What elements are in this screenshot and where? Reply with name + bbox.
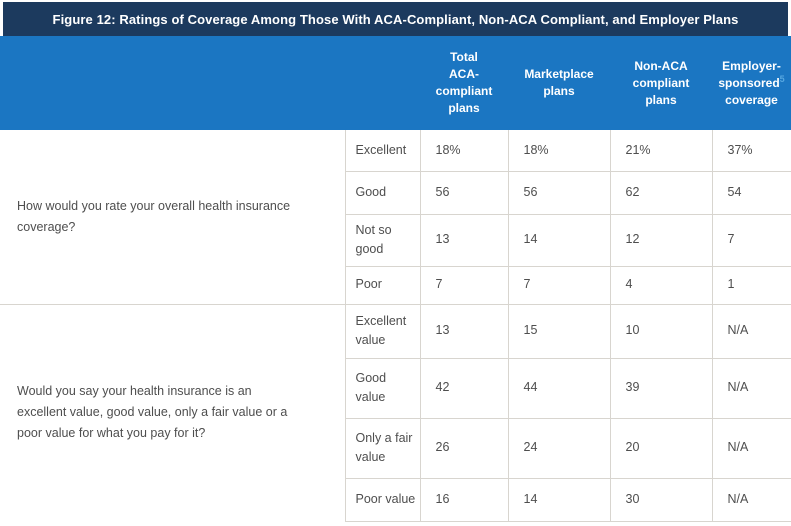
value-cell: 39 [609,358,712,419]
value-cell: 10 [609,304,712,359]
table-row: How would you rate your overall health i… [0,130,791,305]
column-header-total-aca: Total ACA- compliant plans [420,36,508,130]
value-cell: 56 [419,171,508,215]
figure-title-bar: Figure 12: Ratings of Coverage Among Tho… [3,2,788,36]
value-cell: 62 [609,171,712,215]
table-row: Poor 7 7 4 1 [0,266,791,305]
row-label: Excellent value [344,304,420,359]
value-cell: 54 [711,171,791,215]
value-cell: 30 [609,478,712,522]
value-cell: 7 [419,266,508,305]
value-cell: 37% [711,130,791,172]
value-cell: 13 [419,214,508,267]
value-cell: 18% [419,130,508,172]
question-cell-overall-rating: How would you rate your overall health i… [0,130,345,305]
value-cell: 13 [419,304,508,359]
value-cell: N/A [711,418,791,479]
table-row: Poor value 16 14 30 N/A [0,478,791,522]
value-cell: 24 [507,418,610,479]
row-label: Good [344,171,420,215]
footnote-5-superscript: 5 [779,73,785,84]
value-cell: 16 [419,478,508,522]
table-row: Would you say your health insurance is a… [0,304,791,521]
value-cell: 42 [419,358,508,419]
column-header-marketplace: Marketplace plans [508,36,610,130]
value-cell: 44 [507,358,610,419]
column-header-non-aca-label: Non-ACA compliant plans [632,58,690,107]
value-cell: 26 [419,418,508,479]
column-header-employer-label: Employer- sponsored [718,58,781,90]
column-header-employer: Employer- sponsored5 coverage [712,36,791,130]
table-row: Good 56 56 62 54 [0,171,791,215]
question-cell-value-rating: Would you say your health insurance is a… [0,304,345,521]
table-row: Good value 42 44 39 N/A [0,358,791,419]
row-label: Only a fair value [344,418,420,479]
row-label: Good value [344,358,420,419]
table-row: Only a fair value 26 24 20 N/A [0,418,791,479]
value-cell: 20 [609,418,712,479]
value-cell: 21% [609,130,712,172]
value-cell: 7 [507,266,610,305]
value-cell: 1 [711,266,791,305]
value-cell: 14 [507,214,610,267]
value-cell: 14 [507,478,610,522]
value-cell: 18% [507,130,610,172]
column-header-non-aca: Non-ACA compliant plans [610,36,712,130]
header-spacer [0,36,420,130]
ratings-table: Total ACA- compliant plans Marketplace p… [0,36,791,522]
header-row: Total ACA- compliant plans Marketplace p… [0,36,791,130]
row-label: Not so good [344,214,420,267]
row-label: Poor value [344,478,420,522]
value-cell: N/A [711,304,791,359]
value-cell: 4 [609,266,712,305]
figure-title: Figure 12: Ratings of Coverage Among Tho… [52,11,739,27]
value-cell: N/A [711,478,791,522]
column-header-marketplace-label: Marketplace plans [524,67,594,98]
value-cell: N/A [711,358,791,419]
value-cell: 12 [609,214,712,267]
table-row: Not so good 13 14 12 7 [0,214,791,267]
value-cell: 7 [711,214,791,267]
value-cell: 56 [507,171,610,215]
row-label: Excellent [344,130,420,172]
column-header-total-aca-label: Total ACA- compliant plans [435,50,493,115]
column-header-employer-label2: coverage [725,92,778,107]
row-label: Poor [344,266,420,305]
value-cell: 15 [507,304,610,359]
